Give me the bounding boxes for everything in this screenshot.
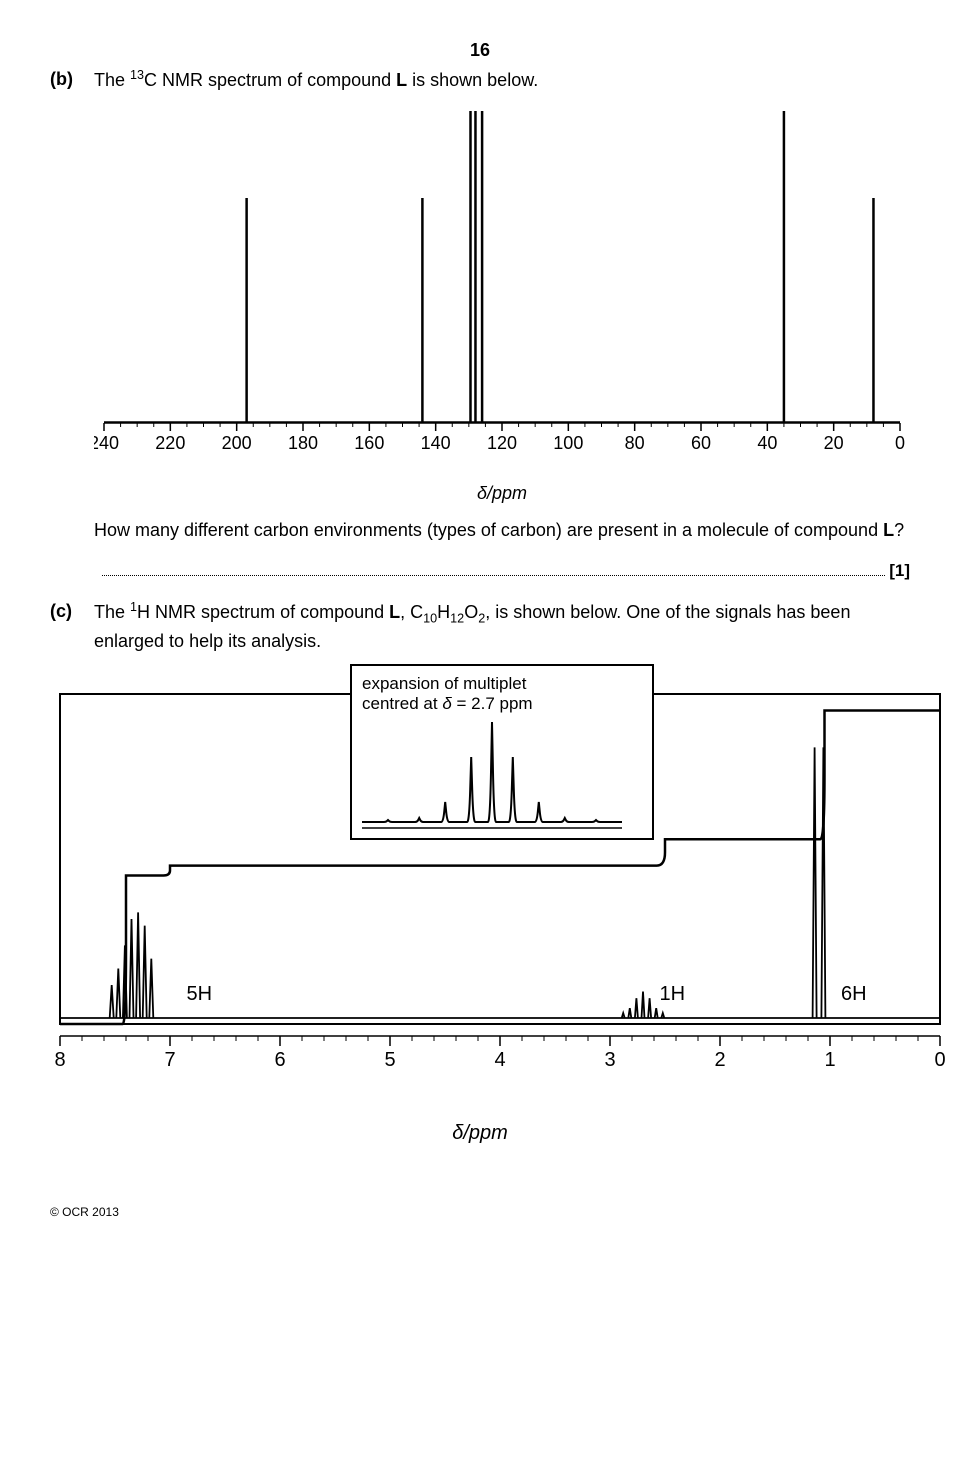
svg-text:4: 4 [494, 1049, 505, 1071]
inset-line1: expansion of multiplet [362, 674, 642, 694]
page-number: 16 [50, 40, 910, 61]
marks-b: [1] [889, 561, 910, 581]
svg-text:200: 200 [222, 433, 252, 453]
svg-text:0: 0 [934, 1049, 945, 1071]
footer-copyright: © OCR 2013 [50, 1205, 910, 1219]
part-c-text: The 1H NMR spectrum of compound L, C10H1… [94, 599, 910, 653]
svg-text:2: 2 [714, 1049, 725, 1071]
question-c: (c) The 1H NMR spectrum of compound L, C… [50, 599, 910, 653]
question-b: (b) The 13C NMR spectrum of compound L i… [50, 67, 910, 93]
svg-text:7: 7 [164, 1049, 175, 1071]
svg-text:140: 140 [421, 433, 451, 453]
svg-text:0: 0 [895, 433, 905, 453]
c13-axis-label: δ/ppm [94, 483, 910, 504]
svg-text:80: 80 [625, 433, 645, 453]
svg-text:60: 60 [691, 433, 711, 453]
svg-text:220: 220 [155, 433, 185, 453]
svg-text:240: 240 [94, 433, 119, 453]
svg-text:6H: 6H [841, 983, 867, 1005]
part-b-label: (b) [50, 67, 80, 93]
svg-text:20: 20 [824, 433, 844, 453]
svg-text:180: 180 [288, 433, 318, 453]
h1-axis-label: δ/ppm [50, 1122, 910, 1145]
svg-text:5H: 5H [187, 983, 213, 1005]
svg-text:160: 160 [354, 433, 384, 453]
svg-text:6: 6 [274, 1049, 285, 1071]
part-b-text: The 13C NMR spectrum of compound L is sh… [94, 67, 910, 93]
question-b-sub: How many different carbon environments (… [94, 518, 910, 543]
inset-line2: centred at δ = 2.7 ppm [362, 694, 642, 714]
svg-text:3: 3 [604, 1049, 615, 1071]
svg-text:8: 8 [54, 1049, 65, 1071]
h1-spectrum-container: expansion of multiplet centred at δ = 2.… [50, 664, 910, 1114]
svg-text:5: 5 [384, 1049, 395, 1071]
svg-text:1: 1 [824, 1049, 835, 1071]
svg-text:120: 120 [487, 433, 517, 453]
inset-expansion-box: expansion of multiplet centred at δ = 2.… [350, 664, 654, 840]
inset-multiplet-svg [362, 714, 622, 834]
svg-text:100: 100 [553, 433, 583, 453]
svg-text:1H: 1H [660, 983, 686, 1005]
answer-line: [1] [94, 561, 910, 581]
c13-spectrum: 240220200180160140120100806040200 [94, 103, 910, 473]
part-c-label: (c) [50, 599, 80, 653]
svg-text:40: 40 [757, 433, 777, 453]
